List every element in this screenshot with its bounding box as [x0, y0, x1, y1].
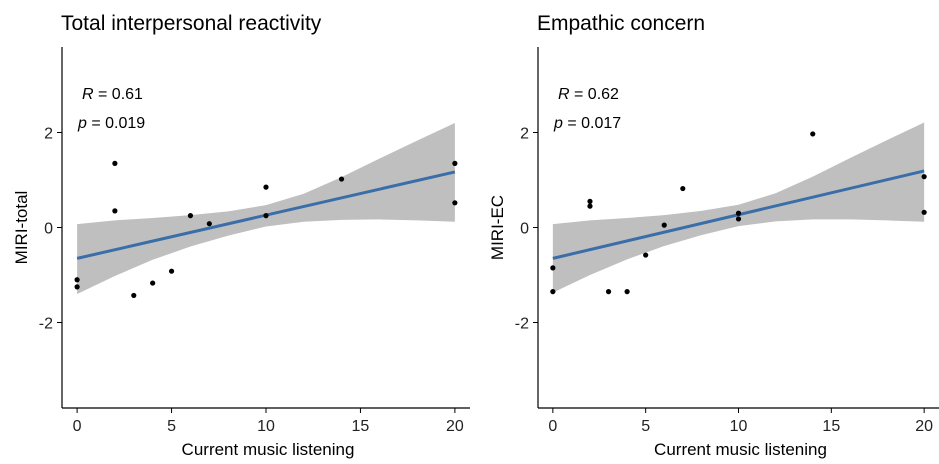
y-tick-label: -2	[515, 316, 529, 333]
p-annotation: p = 0.017	[553, 115, 621, 132]
y-tick-label: 0	[520, 221, 529, 238]
data-point	[587, 198, 593, 204]
data-point	[921, 209, 927, 215]
data-point	[735, 216, 742, 222]
x-axis-label: Current music listening	[182, 440, 355, 459]
y-tick-label: 0	[44, 221, 53, 238]
p-value: = 0.019	[87, 115, 145, 132]
data-point	[680, 185, 686, 192]
data-point	[112, 160, 118, 166]
confidence-band	[552, 122, 925, 293]
data-point	[550, 289, 556, 295]
chart-title: Total interpersonal reactivity	[61, 12, 322, 35]
data-point	[550, 265, 556, 271]
data-point	[587, 203, 593, 209]
data-point	[187, 213, 194, 219]
data-point	[263, 184, 269, 190]
data-point	[810, 131, 816, 137]
x-tick-label: 15	[352, 418, 370, 435]
data-point	[661, 222, 667, 228]
data-point	[112, 208, 118, 214]
r-symbol: R	[558, 86, 570, 103]
data-point	[643, 252, 649, 258]
data-point	[131, 292, 137, 299]
x-tick-label: 5	[641, 418, 650, 435]
x-axis-label: Current music listening	[654, 440, 827, 459]
x-tick-label: 10	[257, 418, 275, 435]
data-point	[263, 213, 269, 219]
data-point	[605, 289, 612, 295]
x-tick-label: 15	[822, 418, 840, 435]
data-point	[735, 210, 742, 216]
x-tick-label: 0	[73, 418, 82, 435]
p-value: = 0.017	[563, 115, 621, 132]
y-axis-label: MIRI-total	[12, 191, 31, 265]
data-point	[150, 280, 156, 286]
x-tick-label: 10	[730, 418, 748, 435]
r-value: = 0.62	[570, 86, 619, 103]
p-symbol: p	[77, 115, 87, 132]
p-symbol: p	[553, 115, 563, 132]
confidence-band	[77, 123, 455, 294]
p-annotation: p = 0.019	[77, 115, 145, 132]
data-point	[74, 277, 80, 283]
data-point	[338, 176, 345, 182]
r-annotation: R = 0.62	[558, 86, 619, 103]
r-annotation: R = 0.61	[82, 86, 143, 103]
chart-title: Empathic concern	[537, 12, 705, 35]
data-point	[452, 200, 458, 206]
data-point	[624, 289, 630, 295]
data-point	[168, 268, 175, 274]
chart-panel-2: Empathic concern 0 5 10 15 20 -2 0 2 Current musi…	[488, 12, 939, 459]
x-tick-label: 20	[446, 418, 464, 435]
x-tick-label: 0	[548, 418, 557, 435]
y-tick-label: -2	[39, 316, 53, 333]
data-point	[206, 221, 212, 227]
r-symbol: R	[82, 86, 94, 103]
data-point	[74, 284, 80, 290]
data-point	[921, 174, 927, 180]
y-tick-label: 2	[44, 126, 53, 143]
data-point	[452, 160, 458, 166]
x-tick-label: 5	[167, 418, 176, 435]
y-axis-label: MIRI-EC	[488, 195, 507, 260]
y-tick-label: 2	[520, 126, 529, 143]
r-value: = 0.61	[94, 86, 143, 103]
x-tick-label: 20	[915, 418, 933, 435]
